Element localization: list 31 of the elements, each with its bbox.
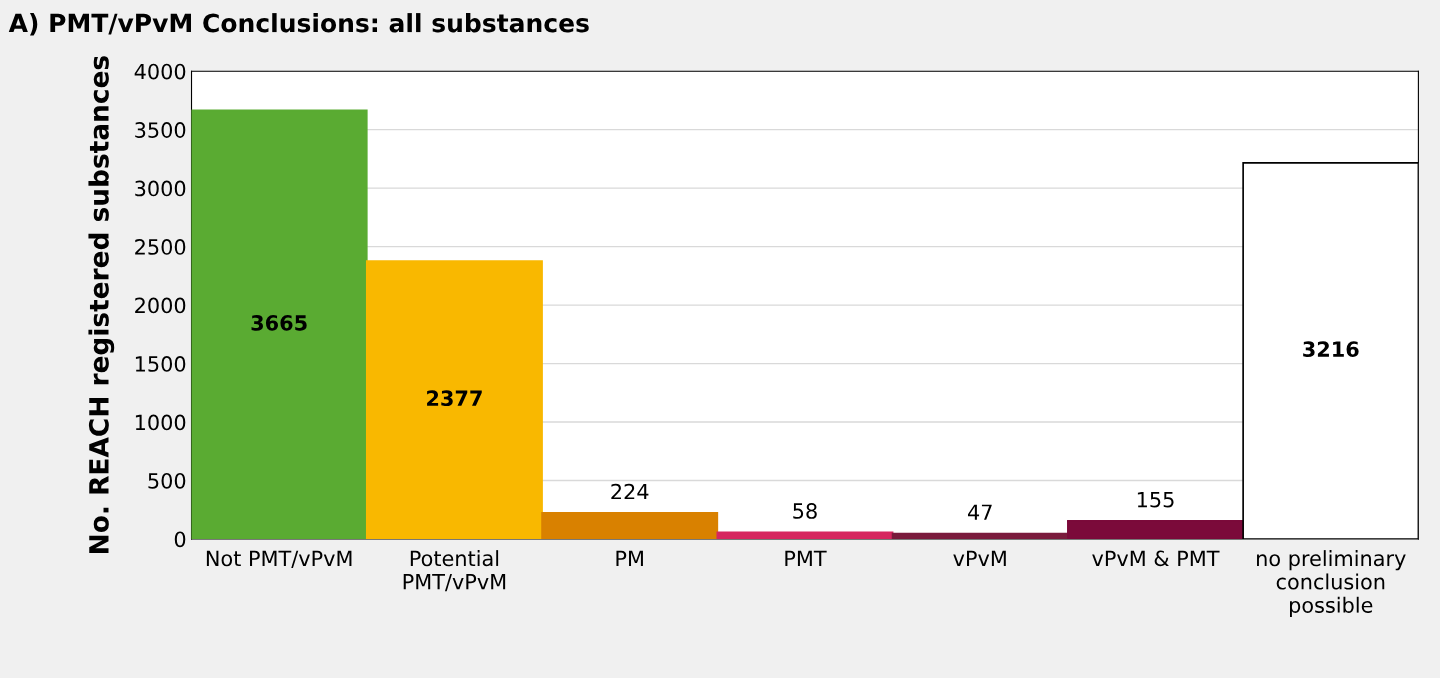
y-tick-label: 0 [174,531,186,548]
y-axis-title: No. REACH registered substances [88,56,115,553]
chart-title: A) PMT/vPvM Conclusions: all substances [8,13,589,36]
bar [191,109,368,540]
y-tick-label: 1000 [135,414,186,431]
bar [716,531,894,540]
x-tick-label: Not PMT/vPvM [206,550,352,568]
data-label: 224 [611,483,649,500]
x-tick-label: PMT [785,550,827,566]
y-tick-label: 500 [148,472,186,489]
bar [1067,520,1244,540]
data-label: 2377 [427,390,482,407]
y-tick-label: 4000 [134,63,186,80]
y-tick-label: 1500 [135,356,186,372]
data-label: 3216 [1303,341,1359,357]
data-label: 155 [1137,492,1174,508]
y-tick-label: 3500 [135,122,186,138]
data-label: 47 [967,504,992,520]
x-tick-label: Potential PMT/vPvM [403,550,506,592]
y-tick-label: 2500 [135,239,186,255]
x-tick-label: PM [616,550,643,566]
x-tick-label: vPvM [953,550,1006,566]
y-tick-label: 3000 [135,180,186,197]
data-label: 58 [793,503,817,519]
bar [541,511,719,540]
x-tick-label: vPvM & PMT [1092,550,1220,567]
y-tick-label: 2000 [135,297,186,314]
data-label: 3665 [251,314,307,331]
x-tick-label: no preliminary conclusion possible [1257,550,1406,617]
bar [365,260,543,540]
bar [891,532,1069,540]
